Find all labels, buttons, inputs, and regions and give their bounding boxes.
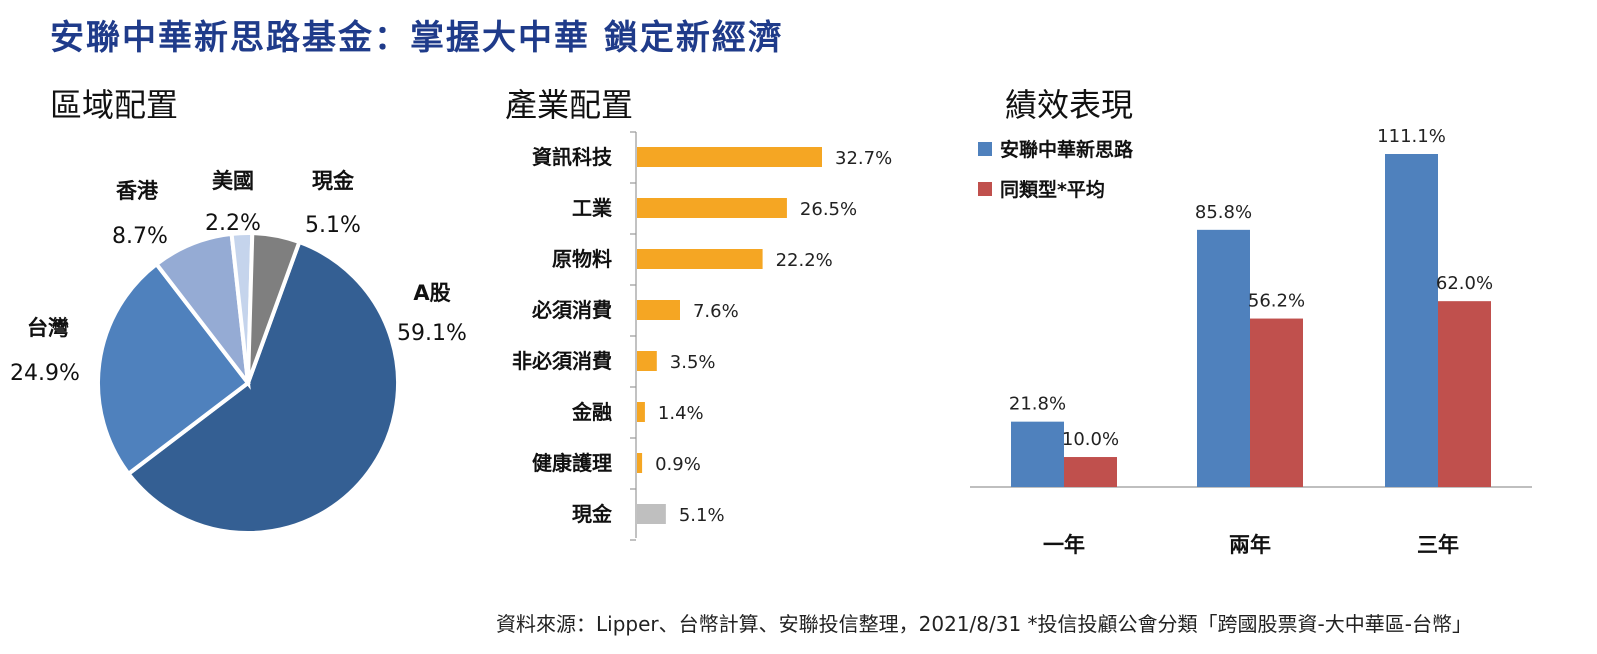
industry-bar	[637, 402, 645, 422]
pie-value-label: 5.1%	[305, 213, 361, 238]
industry-category-label: 原物料	[552, 247, 612, 271]
pie-slice-label: 台灣	[27, 316, 69, 340]
performance-category-label: 三年	[1417, 533, 1459, 557]
performance-value-label: 56.2%	[1248, 291, 1305, 312]
pie-slice-label: 香港	[116, 179, 159, 203]
industry-value-label: 5.1%	[679, 505, 725, 526]
industry-value-label: 32.7%	[835, 148, 892, 169]
performance-bar	[1197, 229, 1250, 488]
performance-bar	[1064, 457, 1117, 487]
industry-section-title: 產業配置	[505, 86, 634, 124]
pie-value-label: 24.9%	[10, 361, 80, 386]
performance-bar	[1250, 318, 1303, 487]
region-section-title: 區域配置	[50, 86, 179, 124]
performance-category-label: 兩年	[1229, 533, 1271, 557]
legend-swatch	[978, 142, 992, 156]
performance-section-title: 績效表現	[1005, 86, 1134, 124]
industry-bar	[637, 198, 787, 218]
performance-category-label: 一年	[1043, 533, 1085, 557]
industry-value-label: 3.5%	[670, 352, 716, 373]
performance-bar	[1011, 421, 1064, 487]
pie-value-label: 8.7%	[112, 224, 168, 249]
industry-category-label: 金融	[571, 400, 612, 424]
performance-value-label: 21.8%	[1009, 394, 1066, 415]
industry-category-label: 現金	[572, 502, 613, 526]
performance-value-label: 111.1%	[1377, 126, 1446, 147]
industry-category-label: 資訊科技	[532, 145, 613, 169]
industry-value-label: 26.5%	[800, 199, 857, 220]
industry-bar	[637, 147, 822, 167]
pie-slice	[96, 261, 251, 477]
pie-slice-label: A股	[413, 281, 450, 305]
industry-category-label: 非必須消費	[512, 349, 612, 373]
performance-value-label: 85.8%	[1195, 202, 1252, 223]
performance-bar	[1438, 301, 1491, 487]
performance-value-label: 62.0%	[1436, 273, 1493, 294]
page-title: 安聯中華新思路基金：掌握大中華 鎖定新經濟	[50, 18, 784, 58]
legend-label: 安聯中華新思路	[1000, 138, 1134, 161]
industry-bar	[637, 351, 657, 371]
industry-category-label: 工業	[572, 196, 613, 220]
performance-value-label: 10.0%	[1062, 429, 1119, 450]
industry-category-label: 健康護理	[532, 451, 612, 475]
data-source-note: 資料來源：Lipper、台幣計算、安聯投信整理，2021/8/31 *投信投顧公…	[496, 612, 1472, 636]
industry-bar	[637, 249, 763, 269]
performance-bar	[1385, 154, 1438, 487]
industry-bar	[637, 504, 666, 524]
pie-value-label: 59.1%	[397, 321, 467, 346]
legend-label: 同類型*平均	[1000, 178, 1105, 201]
industry-value-label: 7.6%	[693, 301, 739, 322]
pie-slice-label: 美國	[212, 169, 254, 193]
pie-slice	[246, 231, 302, 384]
industry-bar	[637, 453, 643, 473]
pie-slice	[125, 239, 400, 535]
industry-bar	[637, 300, 680, 320]
industry-category-label: 必須消費	[531, 298, 612, 322]
industry-value-label: 0.9%	[655, 454, 701, 475]
industry-value-label: 1.4%	[658, 403, 704, 424]
pie-slice-label: 現金	[312, 169, 355, 193]
legend-swatch	[978, 182, 992, 196]
industry-value-label: 22.2%	[776, 250, 833, 271]
